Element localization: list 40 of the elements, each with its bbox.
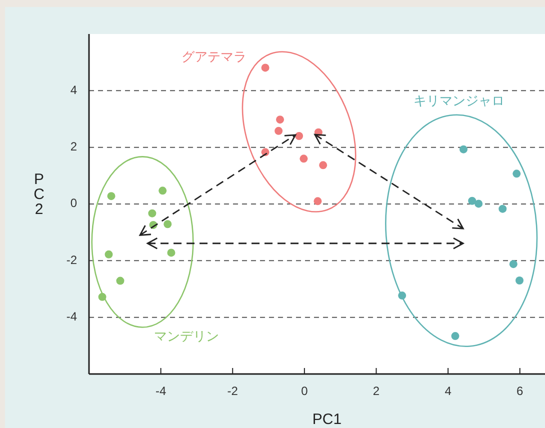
- x-axis-title: PC1: [312, 411, 342, 428]
- text: キリマンジャロ: [413, 94, 504, 109]
- y-tick-label: -2: [66, 252, 78, 267]
- x-tick-label: -4: [155, 384, 166, 398]
- series-label: グアテマラ: [181, 50, 246, 65]
- text: マンデリン: [154, 330, 220, 345]
- y-tick-label: 4: [70, 82, 78, 97]
- x-tick-label: 0: [301, 384, 308, 398]
- y-tick-label: 2: [70, 140, 78, 154]
- point: [164, 220, 172, 228]
- point: [158, 186, 167, 195]
- point: [107, 192, 116, 200]
- point: [116, 276, 124, 285]
- point: [148, 209, 156, 218]
- point: [167, 248, 176, 257]
- point: [319, 161, 328, 170]
- point: [509, 260, 518, 268]
- point: [261, 64, 270, 72]
- point: [516, 276, 524, 284]
- point: [104, 250, 113, 258]
- point: [512, 170, 521, 178]
- point: [274, 126, 283, 135]
- point: [295, 132, 304, 140]
- point: [314, 197, 322, 206]
- y-axis-title: PC2: [34, 171, 45, 218]
- point: [98, 292, 106, 301]
- point: [474, 200, 483, 208]
- point: [459, 145, 468, 154]
- x-tick-label: -2: [227, 384, 238, 398]
- x-tick-label: 4: [444, 384, 452, 398]
- point: [451, 332, 460, 340]
- point: [468, 196, 476, 205]
- point: [276, 116, 284, 124]
- point: [398, 292, 406, 300]
- point: [498, 204, 507, 213]
- point: [300, 154, 308, 163]
- y-tick-label: 0: [70, 196, 78, 210]
- x-tick-label: 6: [516, 384, 524, 398]
- y-tick-label: -4: [66, 310, 78, 324]
- x-tick-label: 2: [372, 384, 380, 398]
